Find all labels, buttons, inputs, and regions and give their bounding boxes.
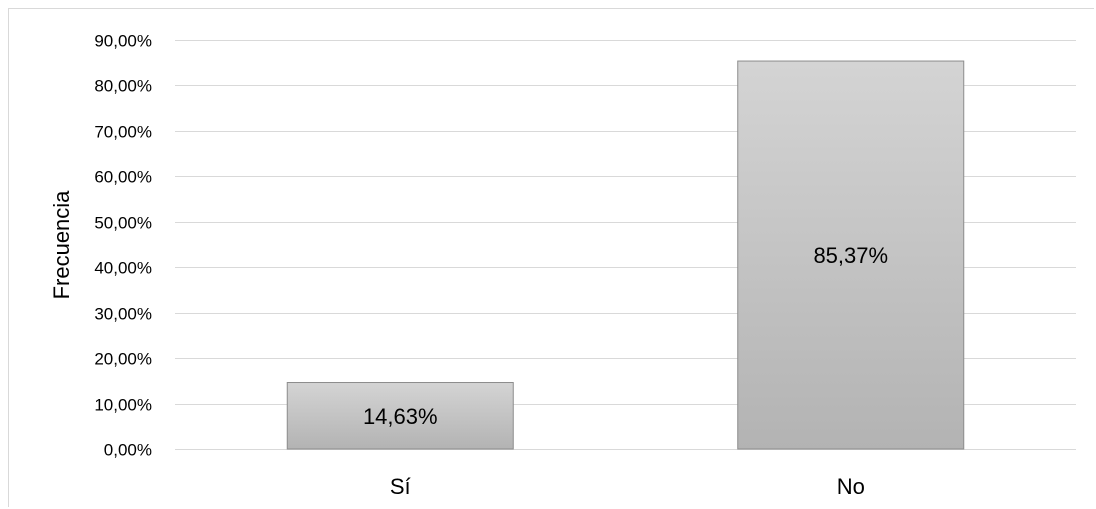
- x-category-label: No: [837, 474, 865, 499]
- x-category-label: Sí: [390, 474, 411, 499]
- bar-data-label: 85,37%: [813, 243, 888, 268]
- y-tick-label: 70,00%: [94, 123, 152, 142]
- y-tick-label: 0,00%: [104, 441, 152, 460]
- y-tick-label: 30,00%: [94, 305, 152, 324]
- y-axis-title: Frecuencia: [49, 190, 74, 300]
- y-tick-label: 80,00%: [94, 77, 152, 96]
- y-tick-label: 40,00%: [94, 259, 152, 278]
- bar-si: [286, 382, 514, 450]
- y-tick-label: 90,00%: [94, 32, 152, 51]
- chart-frame: [8, 8, 1094, 507]
- bar-data-label: 14,63%: [363, 404, 438, 429]
- y-tick-label: 10,00%: [94, 396, 152, 415]
- y-axis-tick-labels: 0,00% 10,00% 20,00% 30,00% 40,00% 50,00% 60,00…: [94, 32, 152, 460]
- y-tick-label: 50,00%: [94, 214, 152, 233]
- bars: 14,63% 85,37%: [286, 60, 965, 450]
- bar-no: [737, 60, 965, 450]
- x-axis-category-labels: Sí No: [390, 474, 865, 499]
- y-tick-label: 60,00%: [94, 168, 152, 187]
- y-tick-label: 20,00%: [94, 350, 152, 369]
